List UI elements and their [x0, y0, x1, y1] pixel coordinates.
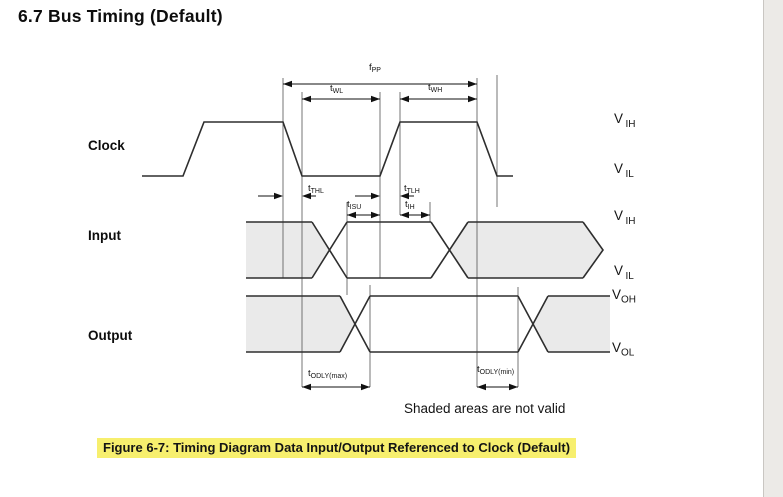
clock-waveform [142, 121, 513, 177]
timing-label-twl: tWL [330, 83, 344, 95]
input-waveform [246, 221, 604, 279]
voltage-label-clock-vih: V IH [614, 111, 636, 130]
reference-lines [282, 75, 519, 387]
voltage-label-input-vih: V IH [614, 208, 636, 227]
shaded-areas-note: Shaded areas are not valid [404, 401, 566, 416]
timing-label-tih: tIH [405, 199, 415, 211]
voltage-label-output-voh: VOH [612, 287, 637, 306]
timing-label-todly-min: tODLY(min) [477, 364, 515, 376]
voltage-label-input-vil: V IL [614, 263, 634, 282]
output-shade-right [533, 296, 610, 352]
shaded-regions [246, 222, 610, 352]
page-edge-margin [763, 0, 783, 497]
output-shade-left [246, 296, 355, 352]
timing-label-twh: tWH [428, 82, 443, 94]
voltage-label-output-vol: VOL [612, 340, 635, 359]
section-title: 6.7 Bus Timing (Default) [18, 6, 223, 26]
timing-label-fpp: fPP [369, 62, 381, 74]
signal-label-input: Input [88, 228, 121, 243]
input-shade-left [246, 222, 330, 278]
timing-label-todly-max: tODLY(max) [308, 368, 348, 380]
figure-caption: Figure 6-7: Timing Diagram Data Input/Ou… [97, 438, 577, 458]
dimension-arrowheads [274, 80, 518, 391]
signal-label-clock: Clock [88, 138, 125, 153]
output-waveform [246, 295, 610, 353]
dimension-lines [258, 83, 518, 388]
input-shade-right [450, 222, 603, 278]
timing-label-ttlh: tTLH [404, 183, 420, 195]
voltage-label-clock-vil: V IL [614, 161, 634, 180]
signal-label-output: Output [88, 328, 133, 343]
timing-label-tisu: tISU [347, 199, 362, 211]
timing-label-tthl: tTHL [308, 183, 324, 195]
timing-diagram: Clock Input Output fPP tWL tWH tTHL tTLH… [88, 62, 637, 391]
